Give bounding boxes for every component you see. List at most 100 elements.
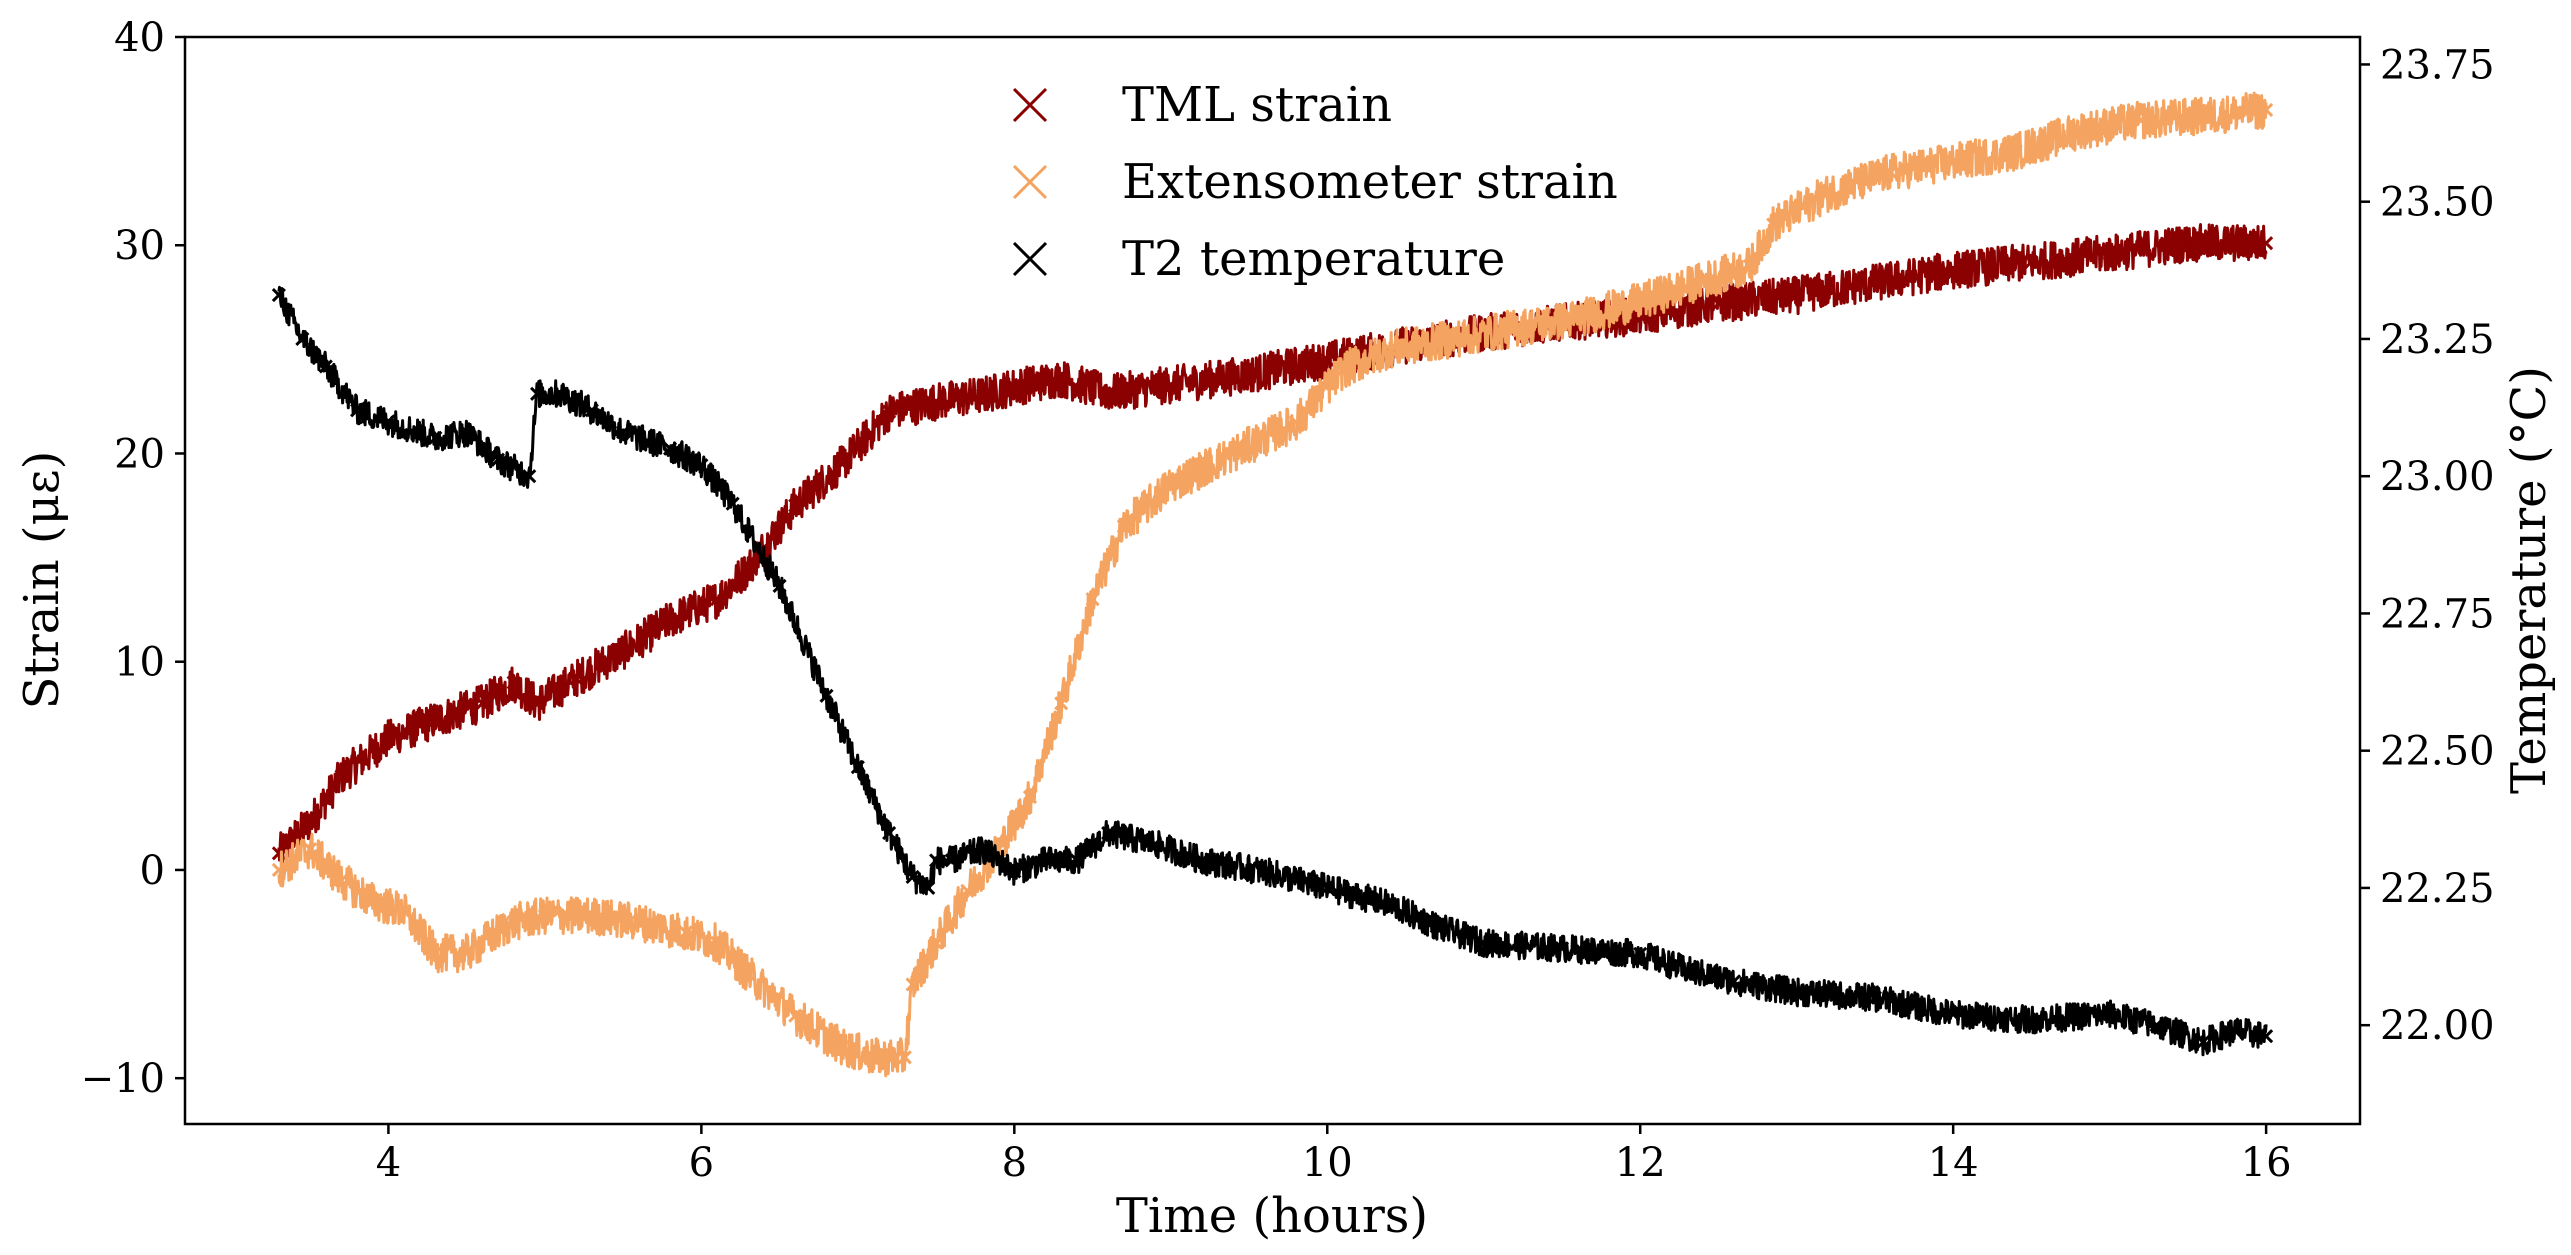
legend-label: TML strain <box>1122 77 1392 133</box>
data-point <box>1789 985 1804 1000</box>
data-point <box>459 425 474 440</box>
data-point <box>2102 246 2117 261</box>
data-point <box>318 359 333 374</box>
data-point <box>741 560 756 576</box>
x-axis-label: Time (hours) <box>1116 1188 1428 1244</box>
x-tick-label: 8 <box>1002 1140 1027 1186</box>
data-point <box>1680 963 1695 978</box>
data-point <box>835 456 850 471</box>
data-point <box>2259 1029 2274 1044</box>
data-point <box>709 592 725 607</box>
data-point <box>1116 519 1131 534</box>
data-point <box>929 853 944 868</box>
data-point <box>1335 363 1350 378</box>
series-band <box>277 285 2268 1057</box>
data-point <box>1946 263 1961 278</box>
data-point <box>530 386 545 401</box>
y-tick-label: 30 <box>114 223 165 269</box>
y2-tick-label: 23.75 <box>2380 42 2495 88</box>
data-point <box>1789 288 1804 303</box>
data-point <box>334 769 349 784</box>
data-point <box>2008 144 2023 159</box>
data-point <box>1054 371 1069 386</box>
y2-tick-label: 23.25 <box>2380 317 2495 363</box>
series-band <box>277 223 2268 864</box>
data-point <box>929 394 944 409</box>
data-point <box>1820 186 1836 201</box>
data-point <box>271 287 286 303</box>
data-point <box>1946 154 1961 170</box>
y2-tick-label: 22.75 <box>2380 591 2495 637</box>
data-point <box>1241 367 1257 382</box>
data-point <box>1429 919 1444 934</box>
series-t2-temperature-marks <box>271 285 2274 1057</box>
data-point <box>1163 377 1178 392</box>
data-point <box>365 894 380 909</box>
data-point <box>1054 696 1069 711</box>
data-point <box>1038 853 1053 868</box>
data-point <box>553 386 568 401</box>
data-point <box>1069 853 1084 868</box>
data-point <box>1022 790 1038 805</box>
data-point <box>1007 379 1022 394</box>
data-point <box>381 731 396 746</box>
y2-tick-label: 22.25 <box>2380 866 2495 912</box>
data-point <box>694 458 709 473</box>
data-point <box>897 1050 912 1065</box>
data-point <box>975 842 991 857</box>
data-point <box>271 862 286 878</box>
data-point <box>537 908 552 923</box>
data-point <box>584 403 599 418</box>
data-point <box>788 1008 803 1023</box>
legend-marker <box>1012 164 1048 200</box>
data-point <box>506 914 521 930</box>
y2-axis-ticks: 22.00 22.25 22.50 22.75 23.00 23.25 23.50 23.75 <box>2360 42 2495 1049</box>
data-point <box>709 935 725 950</box>
data-point <box>1320 352 1335 367</box>
x-tick-label: 6 <box>689 1140 714 1186</box>
data-point <box>944 853 959 868</box>
data-point <box>616 644 631 659</box>
y-axis-ticks: −10 0 10 20 30 40 <box>81 15 185 1102</box>
data-point <box>490 452 506 467</box>
data-point <box>428 430 443 445</box>
data-point <box>1633 946 1648 961</box>
data-point <box>295 331 310 347</box>
y-tick-label: 20 <box>114 431 165 477</box>
legend-marker <box>1012 87 1048 123</box>
data-point <box>1101 386 1116 401</box>
y-tick-label: 40 <box>114 15 165 61</box>
y2-tick-label: 22.00 <box>2380 1003 2495 1049</box>
data-point <box>819 688 834 703</box>
data-point <box>1554 941 1570 956</box>
data-point <box>1883 165 1898 180</box>
data-point <box>1946 1007 1961 1022</box>
series-tml-strain-marks <box>271 223 2274 864</box>
data-point <box>2071 123 2086 138</box>
data-point <box>428 712 443 728</box>
data-point <box>1382 897 1397 912</box>
x-tick-label: 16 <box>2241 1140 2292 1186</box>
y2-tick-label: 23.00 <box>2380 454 2495 500</box>
data-point <box>459 946 474 961</box>
data-point <box>2227 1023 2242 1038</box>
data-point <box>1476 935 1491 950</box>
data-point <box>866 1050 881 1065</box>
data-point <box>1148 836 1163 852</box>
data-point <box>2024 254 2039 269</box>
plot-frame <box>183 35 2362 1126</box>
x-tick-label: 12 <box>1615 1140 1666 1186</box>
data-point <box>584 908 599 923</box>
data-point <box>929 935 944 950</box>
x-tick-label: 4 <box>376 1140 401 1186</box>
data-point <box>921 880 936 895</box>
data-point <box>428 946 443 961</box>
y-tick-label: 0 <box>140 848 165 894</box>
data-point <box>522 469 537 484</box>
legend-label: Extensometer strain <box>1122 154 1618 210</box>
legend: TML strain Extensometer strain T2 temperat… <box>1012 77 1618 287</box>
data-point <box>530 696 545 711</box>
data-point <box>1867 275 1882 290</box>
